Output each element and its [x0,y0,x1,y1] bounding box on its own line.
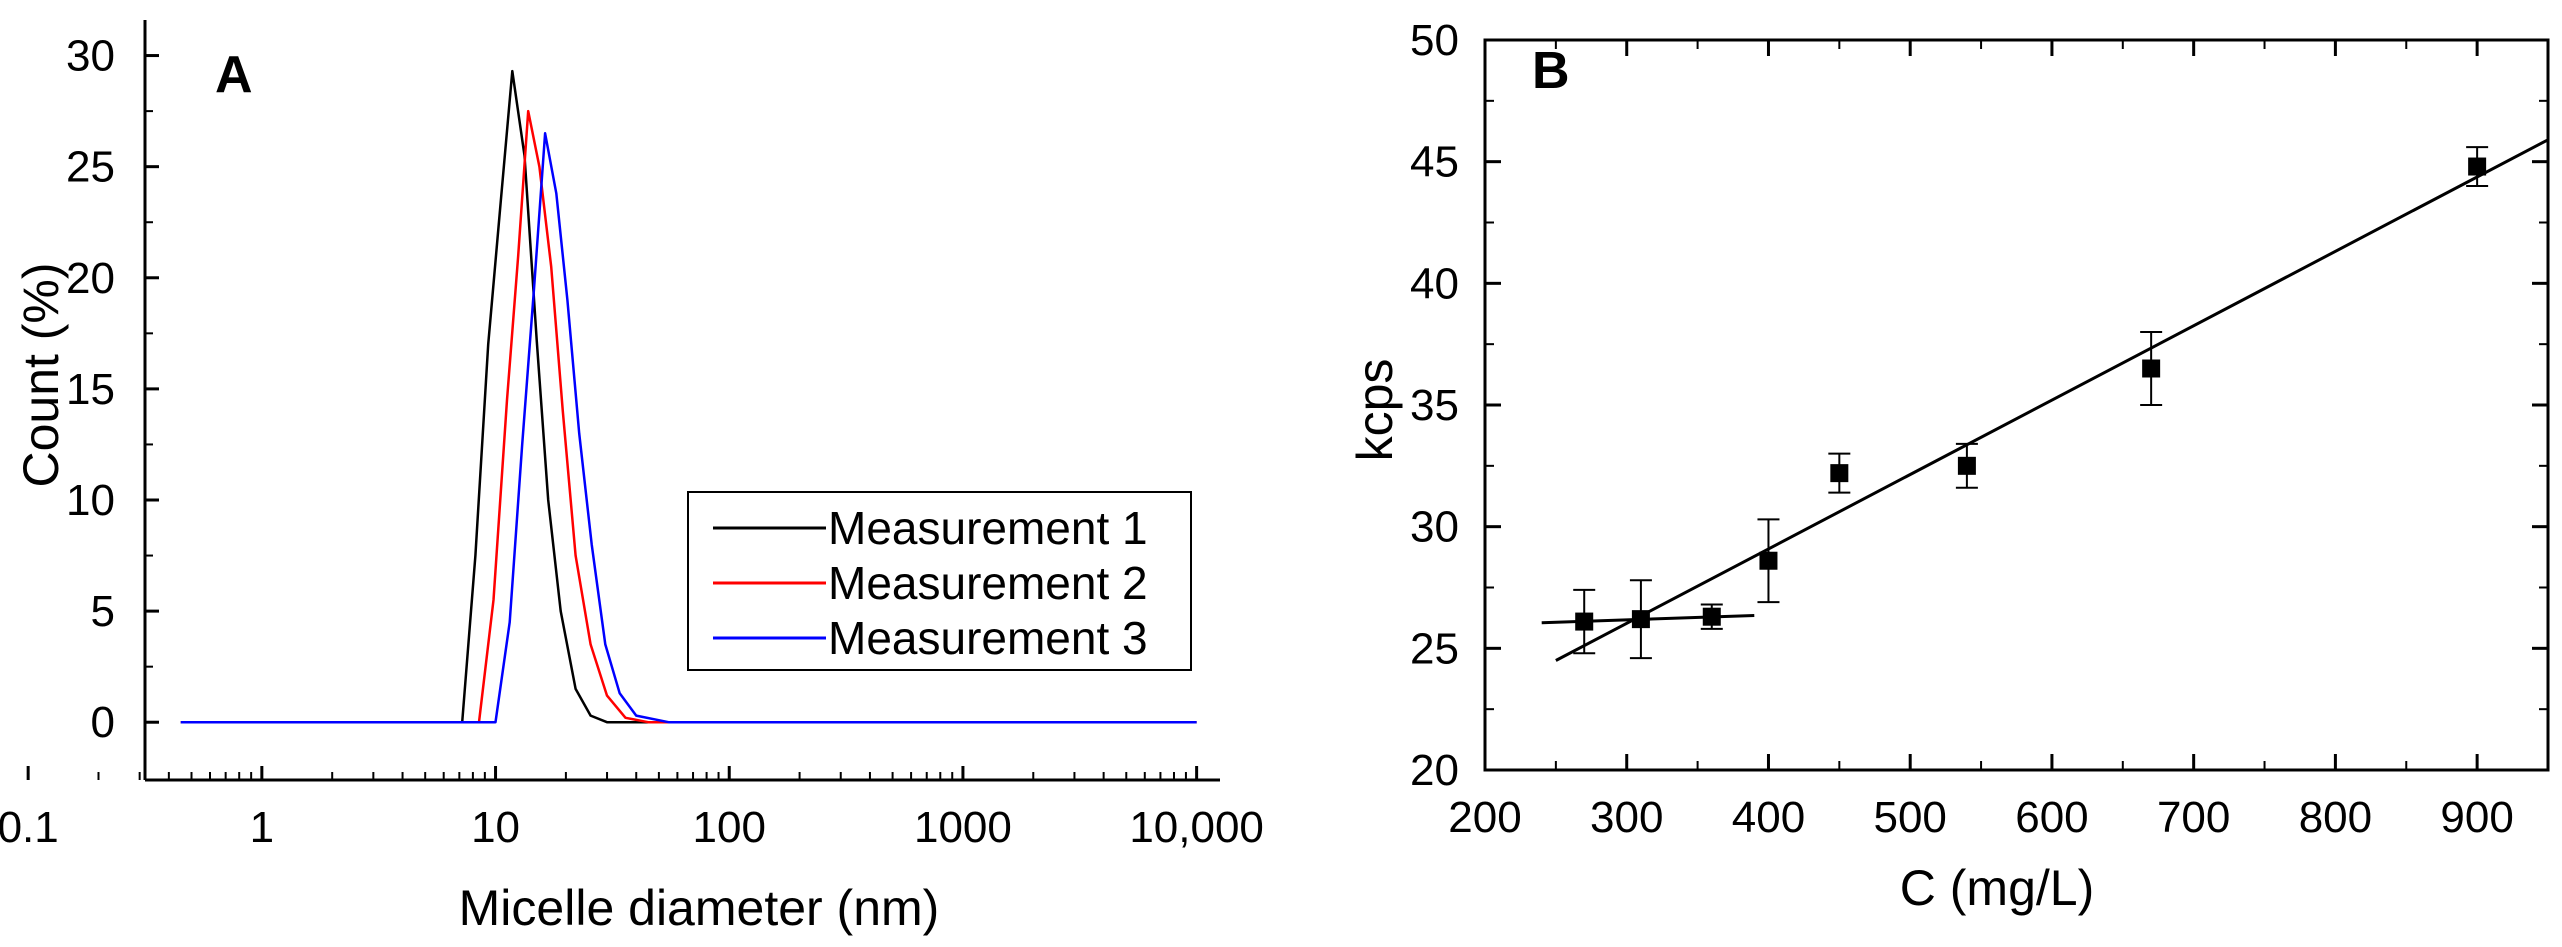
square-marker [2142,359,2161,378]
x-tick-label: 300 [1590,793,1663,842]
data-point-2 [1629,579,1652,660]
data-point-5 [1828,452,1851,494]
y-tick-label: 45 [1410,138,1459,187]
linear-fit-line [1555,138,2549,662]
panel-b-y-tick-labels: 20 25 30 35 40 45 50 [1410,16,1459,795]
x-tick-label: 600 [2015,793,2088,842]
panel-b-label: B [1532,42,1570,100]
panel-a-ticks [26,54,1199,780]
data-point-6 [1955,442,1978,489]
x-tick-label: 1000 [914,803,1012,852]
series-line-measurement-2 [180,109,1197,724]
panel-a-x-axis-label: Micelle diameter (nm) [459,880,940,936]
square-marker [1759,551,1778,570]
x-tick-label: 10 [471,803,520,852]
x-tick-label: 0.1 [0,803,59,852]
y-tick-label: 20 [66,254,115,303]
y-tick-label: 30 [1410,503,1459,552]
panel-b-points [1573,146,2489,660]
legend-label: Measurement 1 [828,502,1148,554]
data-point-3 [1700,603,1723,630]
panel-a-series [180,69,1197,724]
square-marker [1575,612,1594,631]
y-tick-label: 40 [1410,259,1459,308]
y-tick-label: 35 [1410,381,1459,430]
panel-a-y-axis-label: Count (%) [13,262,69,487]
series-line-measurement-1 [180,69,1197,724]
data-point-7 [2140,331,2163,406]
y-tick-label: 5 [91,587,115,636]
y-tick-label: 0 [91,698,115,747]
x-tick-label: 200 [1448,793,1521,842]
legend-label: Measurement 2 [828,557,1148,609]
panel-a-chart: 0.1 1 10 100 1000 10,000 0 5 10 15 20 25 30 Measure… [0,20,1264,936]
y-tick-label: 25 [66,143,115,192]
data-point-8 [2466,146,2489,187]
x-tick-label: 400 [1732,793,1805,842]
panel-a-x-tick-labels: 0.1 1 10 100 1000 10,000 [0,803,1264,852]
y-tick-label: 10 [66,476,115,525]
panel-a-axes [143,20,1220,782]
y-tick-label: 15 [66,365,115,414]
y-tick-label: 30 [66,32,115,81]
x-tick-label: 900 [2440,793,2513,842]
data-point-4 [1757,518,1780,604]
panel-b-x-tick-labels: 200 300 400 500 600 700 800 900 [1448,793,2514,842]
panel-b-x-axis-label: C (mg/L) [1900,860,2094,916]
x-tick-label: 700 [2157,793,2230,842]
y-tick-label: 25 [1410,624,1459,673]
panel-b-axes [1483,38,2550,772]
data-point-1 [1573,588,1596,655]
panel-b-chart: 200 300 400 500 600 700 800 900 20253035404550 … [1347,16,2550,916]
legend-label: Measurement 3 [828,612,1148,664]
square-marker [1702,607,1721,626]
panel-b-ticks [1483,38,2548,772]
panel-b-frame [1483,38,2550,772]
x-tick-label: 500 [1873,793,1946,842]
square-marker [1631,610,1650,629]
y-tick-label: 50 [1410,16,1459,65]
legend-box [687,491,1192,671]
x-tick-label: 800 [2299,793,2372,842]
panel-b-y-axis-label: kcps [1347,359,1403,462]
x-tick-label: 100 [693,803,766,852]
series-line-measurement-3 [180,132,1197,724]
square-marker [1830,464,1849,483]
panel-b-fit-lines [1541,138,2549,662]
square-marker [2468,157,2487,176]
panel-a-label: A [215,46,253,104]
square-marker [1957,456,1976,475]
y-tick-label: 20 [1410,746,1459,795]
x-tick-label: 1 [250,803,274,852]
panel-a-y-tick-labels: 0 5 10 15 20 25 30 [66,32,115,748]
x-tick-label: 10,000 [1129,803,1264,852]
